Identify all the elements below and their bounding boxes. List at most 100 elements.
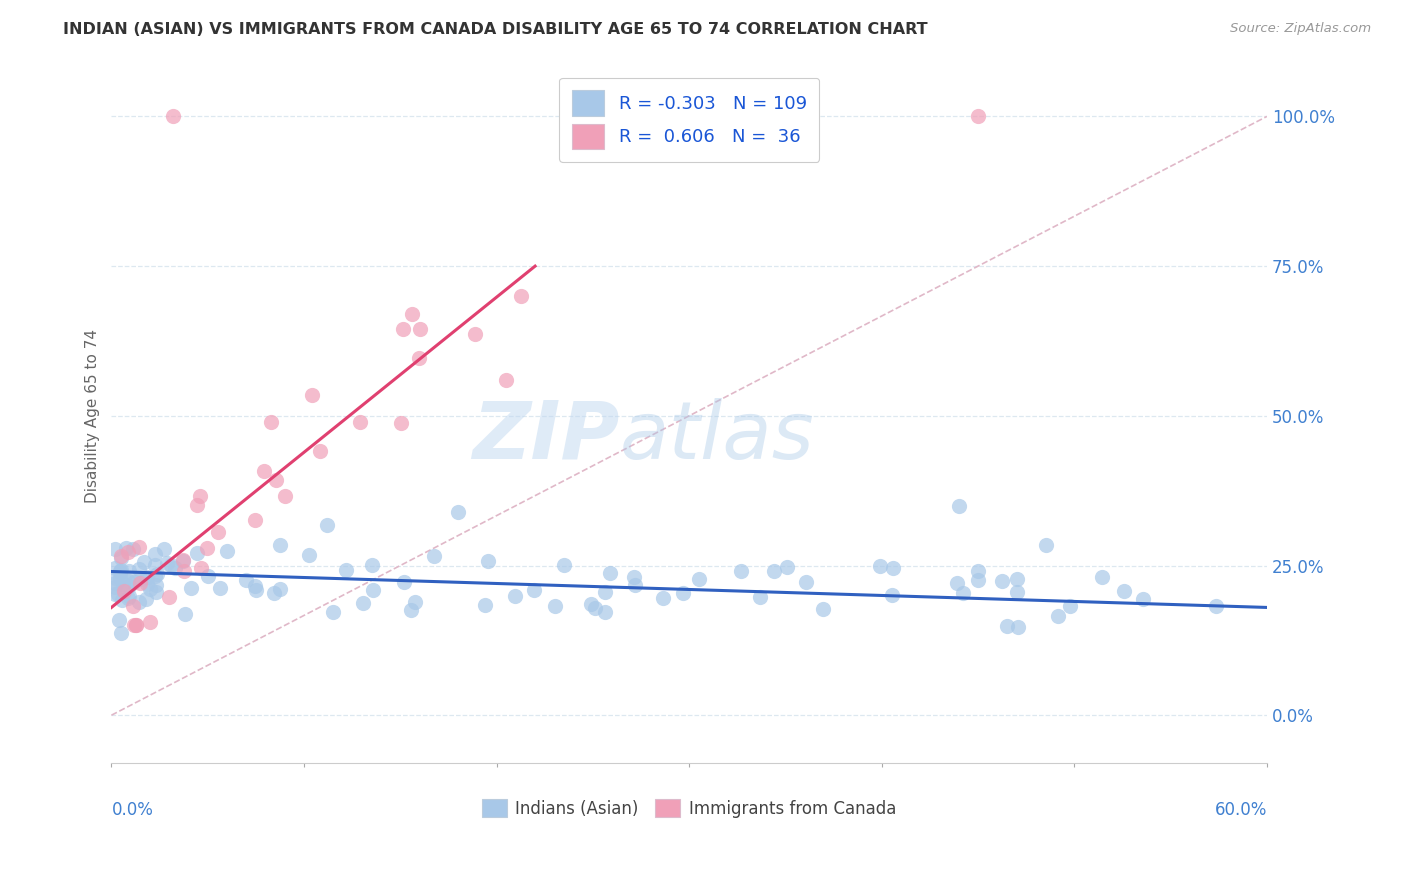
Point: [117, 591, 139, 605]
Point: [145, 578, 167, 592]
Point: [967, 564, 990, 578]
Point: [128, 561, 150, 575]
Point: [122, 575, 145, 590]
Point: [135, 569, 157, 583]
Point: [162, 110, 184, 124]
Point: [1059, 599, 1081, 613]
Point: [510, 289, 533, 303]
Point: [253, 464, 276, 478]
Point: [172, 554, 194, 568]
Point: [298, 548, 321, 562]
Point: [553, 558, 575, 573]
Point: [215, 544, 238, 558]
Point: [118, 564, 141, 578]
Point: [672, 585, 695, 599]
Point: [186, 498, 208, 512]
Text: ZIP: ZIP: [472, 398, 620, 475]
Point: [389, 416, 412, 430]
Point: [112, 583, 135, 598]
Point: [195, 541, 218, 555]
Point: [110, 626, 132, 640]
Point: [145, 547, 167, 561]
Point: [174, 607, 197, 622]
Point: [118, 590, 141, 604]
Text: atlas: atlas: [620, 398, 814, 475]
Point: [404, 595, 426, 609]
Point: [952, 586, 974, 600]
Point: [392, 322, 415, 336]
Point: [447, 505, 470, 519]
Point: [811, 602, 834, 616]
Point: [464, 326, 486, 341]
Point: [593, 605, 616, 619]
Point: [117, 545, 139, 559]
Point: [243, 513, 266, 527]
Point: [1132, 592, 1154, 607]
Point: [749, 590, 772, 604]
Point: [869, 559, 891, 574]
Point: [107, 613, 129, 627]
Point: [121, 599, 143, 613]
Point: [269, 582, 291, 596]
Point: [207, 524, 229, 539]
Text: Source: ZipAtlas.com: Source: ZipAtlas.com: [1230, 22, 1371, 36]
Point: [599, 566, 621, 580]
Point: [128, 595, 150, 609]
Point: [1046, 609, 1069, 624]
Point: [190, 560, 212, 574]
Point: [243, 579, 266, 593]
Point: [156, 556, 179, 570]
Point: [544, 599, 567, 613]
Point: [1114, 583, 1136, 598]
Point: [172, 553, 194, 567]
Point: [139, 615, 162, 630]
Point: [143, 558, 166, 572]
Point: [269, 538, 291, 552]
Point: [125, 618, 148, 632]
Point: [104, 580, 127, 594]
Point: [776, 559, 799, 574]
Point: [408, 351, 430, 365]
Y-axis label: Disability Age 65 to 74: Disability Age 65 to 74: [86, 329, 100, 503]
Point: [159, 591, 181, 605]
Point: [110, 549, 132, 563]
Point: [652, 591, 675, 605]
Point: [122, 541, 145, 556]
Point: [1035, 538, 1057, 552]
Point: [104, 560, 127, 574]
Point: [495, 373, 517, 387]
Point: [882, 588, 904, 602]
Point: [882, 561, 904, 575]
Point: [122, 618, 145, 632]
Point: [186, 546, 208, 560]
Point: [163, 561, 186, 575]
Point: [361, 582, 384, 597]
Point: [143, 569, 166, 583]
Point: [105, 571, 128, 585]
Point: [1007, 620, 1029, 634]
Point: [129, 572, 152, 586]
Point: [197, 569, 219, 583]
Point: [688, 572, 710, 586]
Point: [114, 541, 136, 556]
Point: [423, 549, 446, 563]
Point: [263, 586, 285, 600]
Point: [104, 576, 127, 591]
Point: [173, 564, 195, 578]
Point: [129, 576, 152, 591]
Point: [624, 578, 647, 592]
Point: [581, 597, 603, 611]
Point: [399, 602, 422, 616]
Point: [301, 387, 323, 401]
Point: [477, 554, 499, 568]
Point: [794, 574, 817, 589]
Point: [108, 566, 131, 580]
Point: [180, 581, 202, 595]
Point: [349, 415, 371, 429]
Point: [111, 593, 134, 607]
Point: [316, 517, 339, 532]
Point: [523, 582, 546, 597]
Point: [1005, 572, 1028, 586]
Point: [505, 589, 527, 603]
Point: [1205, 599, 1227, 613]
